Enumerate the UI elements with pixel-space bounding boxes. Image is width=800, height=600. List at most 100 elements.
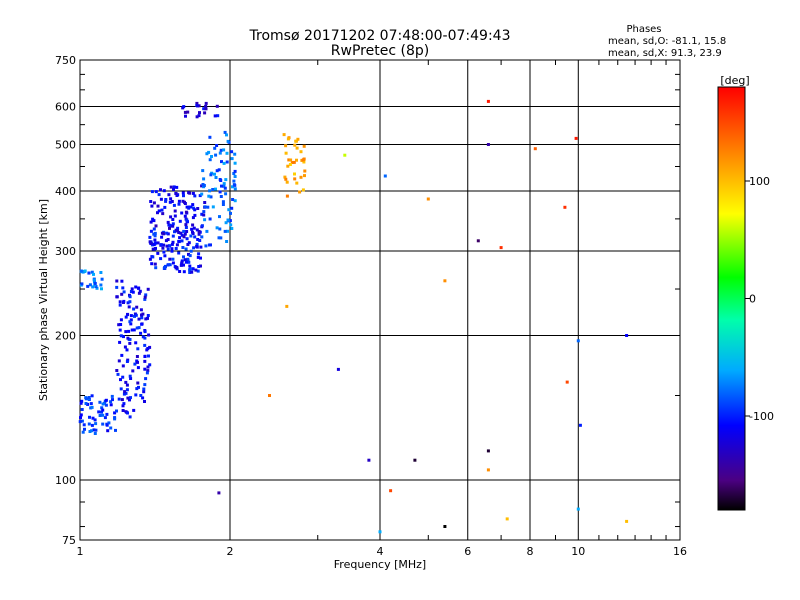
trace-point: [184, 260, 188, 264]
trace-point: [192, 246, 196, 250]
trace-point: [181, 246, 185, 249]
trace-point: [145, 371, 149, 375]
trace-point: [184, 210, 188, 214]
trace-point: [172, 203, 176, 207]
trace-point: [133, 362, 137, 366]
scatter-point: [367, 458, 371, 462]
trace-point: [223, 229, 227, 233]
trace-point: [117, 397, 121, 401]
trace-point: [154, 246, 157, 250]
trace-point: [143, 383, 147, 387]
trace-point: [303, 169, 307, 173]
trace-point: [295, 146, 299, 150]
trace-point: [208, 217, 212, 221]
trace-point: [287, 158, 291, 162]
trace-point: [159, 188, 162, 192]
trace-point: [132, 408, 136, 412]
trace-point: [120, 279, 124, 283]
trace-point: [165, 231, 169, 235]
trace-point: [284, 151, 288, 155]
trace-point: [111, 398, 114, 402]
trace-point: [193, 194, 197, 198]
trace-point: [221, 200, 225, 204]
trace-point: [140, 313, 143, 317]
trace-point: [122, 335, 125, 339]
trace-point: [167, 244, 171, 248]
trace-point: [84, 402, 88, 405]
trace-point: [160, 208, 164, 212]
trace-point: [84, 397, 88, 401]
trace-point: [184, 226, 188, 229]
trace-point: [233, 169, 237, 173]
trace-point: [153, 234, 157, 238]
scatter-point: [336, 367, 340, 371]
trace-point: [149, 229, 153, 233]
data-points: [78, 99, 629, 534]
trace-point: [203, 218, 207, 222]
trace-point: [233, 183, 237, 187]
trace-point: [171, 218, 175, 221]
trace-point: [93, 432, 97, 435]
trace-point: [99, 271, 103, 274]
trace-point: [213, 146, 217, 150]
scatter-point: [413, 458, 417, 462]
trace-point: [193, 213, 197, 217]
trace-point: [154, 266, 158, 270]
trace-point: [131, 290, 135, 294]
trace-point: [229, 211, 232, 215]
trace-point: [126, 301, 130, 305]
trace-point: [133, 314, 136, 318]
trace-point: [145, 348, 149, 352]
trace-point: [92, 428, 96, 432]
trace-point: [143, 295, 147, 299]
trace-point: [226, 229, 229, 233]
y-tick-label: 750: [55, 54, 76, 67]
x-tick-label: 10: [571, 545, 585, 558]
trace-point: [144, 377, 148, 381]
trace-point: [168, 200, 172, 204]
trace-point: [134, 313, 138, 317]
trace-point: [134, 393, 138, 397]
trace-point: [86, 284, 90, 288]
y-tick-label: 300: [55, 245, 76, 258]
trace-point: [195, 115, 199, 119]
trace-point: [126, 336, 130, 340]
trace-point: [213, 172, 216, 176]
x-axis-label: Frequency [MHz]: [334, 558, 426, 571]
trace-point: [187, 260, 191, 264]
trace-point: [129, 318, 133, 322]
trace-point: [142, 387, 146, 391]
trace-point: [124, 391, 128, 395]
trace-point: [161, 246, 165, 250]
trace-point: [129, 377, 133, 380]
trace-point: [194, 268, 198, 272]
trace-point: [302, 160, 306, 164]
trace-point: [208, 189, 212, 193]
trace-point: [182, 263, 185, 267]
trace-point: [292, 160, 296, 164]
trace-point: [201, 169, 205, 173]
trace-point: [115, 409, 118, 413]
trace-point: [124, 330, 128, 334]
colorbar-tick-label: 100: [749, 175, 770, 188]
trace-point: [164, 199, 168, 203]
trace-point: [177, 239, 181, 243]
trace-point: [215, 226, 219, 230]
trace-point: [202, 213, 206, 217]
trace-point: [110, 394, 114, 398]
trace-point: [233, 152, 237, 156]
trace-point: [192, 226, 196, 230]
trace-point: [115, 295, 119, 299]
trace-point: [116, 372, 120, 376]
trace-point: [146, 369, 150, 373]
trace-point: [175, 265, 179, 269]
trace-point: [136, 347, 140, 351]
scatter-point: [443, 525, 447, 528]
trace-point: [233, 175, 237, 178]
trace-point: [232, 179, 236, 183]
trace-point: [204, 104, 208, 108]
trace-point: [129, 314, 133, 318]
trace-point: [109, 403, 113, 407]
trace-point: [142, 390, 146, 394]
trace-point: [90, 270, 94, 274]
